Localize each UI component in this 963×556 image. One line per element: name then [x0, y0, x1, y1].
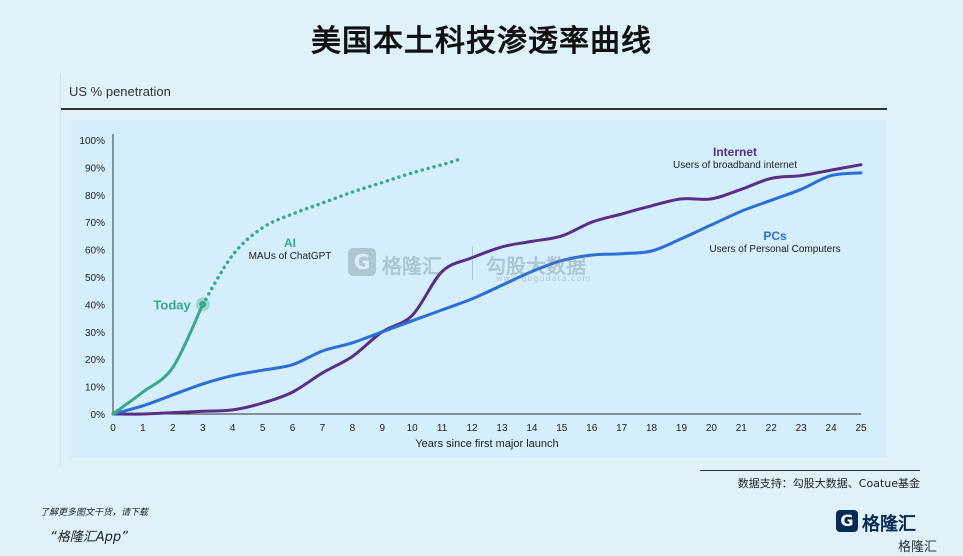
x-tick-label: 22	[766, 423, 778, 434]
brand-sub: 格隆汇	[898, 540, 938, 555]
app-name[interactable]: “格隆汇App”	[50, 530, 128, 545]
y-tick-label: 90%	[85, 163, 105, 174]
x-tick-labels: 0 1 2 3 4 5 6 7 8 9 10 11 12 13 14 15 16 17 18 19 20 21 22 23 24…	[110, 423, 867, 434]
series-line-ai	[111, 302, 205, 416]
legend-pcs: PCs Users of Personal Computers	[709, 229, 840, 255]
x-tick-label: 10	[407, 423, 419, 434]
y-tick-label: 100%	[79, 136, 105, 147]
x-tick-label: 0	[110, 423, 116, 434]
watermark-separator	[472, 246, 473, 280]
x-tick-label: 16	[586, 423, 598, 434]
x-tick-label: 20	[706, 423, 718, 434]
today-label: Today	[153, 297, 191, 312]
watermark-logo-icon: G	[348, 248, 376, 276]
x-tick-label: 11	[437, 423, 448, 434]
y-tick-label: 10%	[85, 383, 105, 394]
y-tick-label: 50%	[85, 273, 105, 284]
series-line-ai-projection	[201, 157, 462, 307]
watermark-name-left: 格隆汇	[382, 254, 442, 278]
x-tick-label: 15	[556, 423, 568, 434]
annotations: Today	[153, 297, 210, 312]
chart-card: US % penetration 0% 10% 20% 30% 40% 50% 60% 70%…	[60, 74, 927, 466]
page-title: 美国本土科技渗透率曲线	[311, 24, 652, 59]
x-tick-label: 17	[616, 423, 628, 434]
x-axis-title: Years since first major launch	[415, 438, 558, 450]
y-axis-title: US % penetration	[69, 84, 171, 99]
legend-ai-name: AI	[284, 236, 296, 250]
legend-pcs-name: PCs	[763, 229, 787, 243]
y-tick-labels: 0% 10% 20% 30% 40% 50% 60% 70% 80% 90% 100%	[79, 136, 105, 421]
brand-name: 格隆汇	[862, 514, 916, 535]
y-tick-label: 20%	[85, 355, 105, 366]
today-marker	[199, 300, 207, 308]
x-tick-label: 19	[676, 423, 688, 434]
plot-background	[69, 120, 887, 458]
series-line-pcs	[111, 171, 863, 416]
y-tick-label: 0%	[91, 410, 106, 421]
brand-logo: G 格隆汇 格隆汇	[836, 508, 960, 555]
y-tick-label: 40%	[85, 300, 105, 311]
x-tick-label: 3	[200, 423, 206, 434]
x-tick-label: 7	[320, 423, 326, 434]
y-tick-label: 80%	[85, 191, 105, 202]
watermark-name-right: 勾股大数据	[486, 254, 586, 278]
series-line-internet	[111, 163, 863, 416]
x-tick-label: 21	[736, 423, 748, 434]
x-tick-label: 4	[230, 423, 236, 434]
x-tick-label: 18	[646, 423, 658, 434]
x-tick-label: 6	[290, 423, 296, 434]
x-tick-label: 14	[526, 423, 538, 434]
legend-ai-desc: MAUs of ChatGPT	[249, 251, 332, 262]
legend-internet-name: Internet	[713, 145, 757, 159]
download-note: 了解更多图文干货，请下载	[40, 508, 149, 518]
brand-logo-icon: G	[836, 510, 858, 532]
watermark: G 格隆汇 勾股大数据 www.gogudata.com	[348, 244, 618, 284]
legend-pcs-desc: Users of Personal Computers	[709, 244, 840, 255]
y-tick-label: 30%	[85, 328, 105, 339]
x-tick-label: 9	[379, 423, 385, 434]
legend-internet: Internet Users of broadband internet	[673, 145, 797, 171]
chart-header: US % penetration	[61, 74, 887, 110]
x-tick-label: 5	[260, 423, 266, 434]
source-note: 数据支持：勾股大数据、Coatue基金	[700, 470, 920, 491]
watermark-url: www.gogudata.com	[496, 274, 592, 283]
x-tick-label: 23	[796, 423, 808, 434]
y-tick-label: 70%	[85, 218, 105, 229]
x-tick-label: 8	[350, 423, 356, 434]
x-tick-label: 1	[140, 423, 146, 434]
x-tick-label: 13	[496, 423, 508, 434]
legend-ai: AI MAUs of ChatGPT	[249, 236, 332, 262]
legend-internet-desc: Users of broadband internet	[673, 160, 797, 171]
x-tick-label: 12	[466, 423, 478, 434]
x-tick-label: 2	[170, 423, 176, 434]
series-lines	[111, 157, 863, 416]
axes	[112, 134, 861, 415]
x-tick-label: 25	[855, 423, 867, 434]
y-tick-label: 60%	[85, 246, 105, 257]
x-tick-label: 24	[826, 423, 838, 434]
